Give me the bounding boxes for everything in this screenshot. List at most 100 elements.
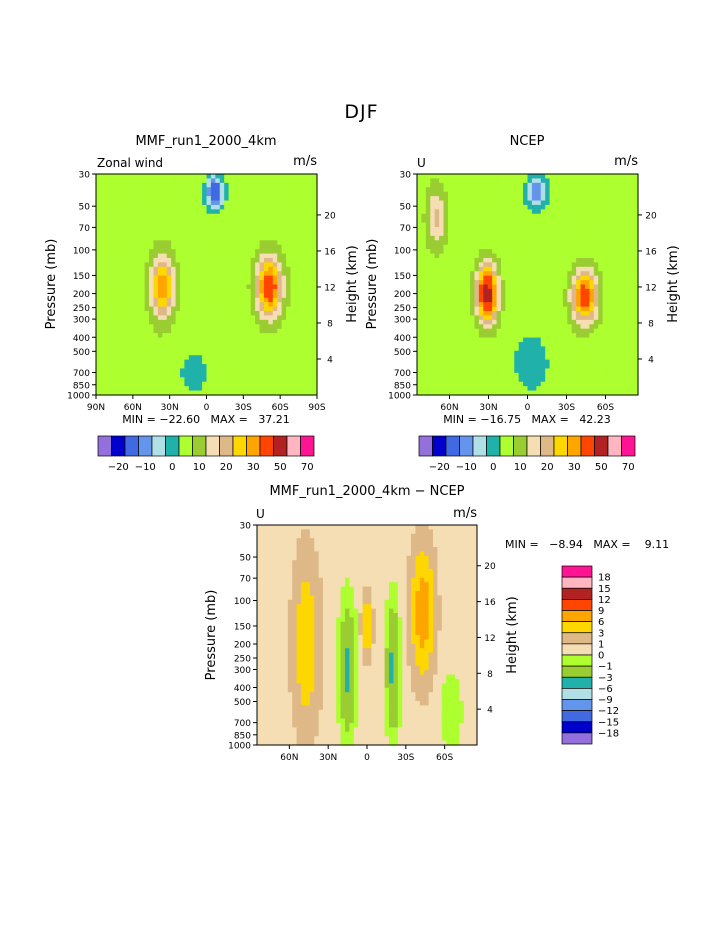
contour-cell <box>607 311 613 317</box>
contour-cell <box>255 359 261 365</box>
contour-cell <box>611 346 617 352</box>
contour-cell <box>562 372 568 378</box>
contour-cell <box>184 222 190 228</box>
contour-cell <box>109 302 115 308</box>
contour-cell <box>263 341 269 347</box>
contour-cell <box>281 235 287 241</box>
contour-cell <box>308 213 314 219</box>
contour-cell <box>620 377 626 383</box>
contour-cell <box>514 218 520 224</box>
contour-cell <box>417 297 423 303</box>
contour-cell <box>224 381 230 387</box>
contour-cell <box>447 196 453 202</box>
contour-cell <box>620 218 626 224</box>
contour-cell <box>611 377 617 383</box>
contour-cell <box>470 346 476 352</box>
contour-cell <box>157 204 163 210</box>
contour-cell <box>443 297 449 303</box>
contour-cell <box>118 390 124 396</box>
contour-cell <box>425 368 431 374</box>
contour-cell <box>496 350 502 356</box>
contour-cell <box>179 315 185 321</box>
contour-cell <box>206 240 212 246</box>
contour-cell <box>461 288 467 294</box>
contour-cell <box>518 328 524 334</box>
contour-cell <box>206 204 212 210</box>
contour-cell <box>593 315 599 321</box>
contour-cell <box>241 341 247 347</box>
contour-cell <box>611 200 617 206</box>
contour-cell <box>104 174 110 180</box>
contour-cell <box>421 231 427 237</box>
contour-cell <box>487 204 493 210</box>
contour-cell <box>277 328 283 334</box>
contour-cell <box>308 372 314 378</box>
contour-cell <box>268 293 274 299</box>
contour-cell <box>228 178 234 184</box>
contour-cell <box>461 213 467 219</box>
contour-cell <box>122 333 128 339</box>
contour-cell <box>144 284 150 290</box>
contour-cell <box>576 187 582 193</box>
contour-cell <box>259 187 265 193</box>
contour-cell <box>250 200 256 206</box>
contour-cell <box>443 306 449 312</box>
contour-cell <box>202 240 208 246</box>
contour-cell <box>259 200 265 206</box>
contour-cell <box>434 297 440 303</box>
contour-cell <box>593 271 599 277</box>
contour-cell <box>179 231 185 237</box>
x-tick-label: 30N <box>161 403 179 413</box>
contour-cell <box>228 341 234 347</box>
contour-cell <box>135 319 141 325</box>
contour-cell <box>505 266 511 272</box>
contour-cell <box>549 196 555 202</box>
contour-cell <box>193 386 199 392</box>
contour-cell <box>443 240 449 246</box>
contour-cell <box>611 328 617 334</box>
contour-cell <box>509 372 515 378</box>
contour-cell <box>126 293 132 299</box>
contour-cell <box>286 213 292 219</box>
contour-cell <box>277 315 283 321</box>
contour-cell <box>294 341 300 347</box>
contour-cell <box>611 187 617 193</box>
contour-cell <box>545 280 551 286</box>
contour-cell <box>228 235 234 241</box>
contour-cell <box>157 280 163 286</box>
contour-cell <box>562 231 568 237</box>
contour-cell <box>299 328 305 334</box>
contour-cell <box>197 355 203 361</box>
contour-cell <box>461 284 467 290</box>
contour-cell <box>554 306 560 312</box>
contour-cell <box>452 262 458 268</box>
contour-cell <box>518 182 524 188</box>
contour-cell <box>607 319 613 325</box>
contour-cell <box>122 324 128 330</box>
contour-cell <box>474 364 480 370</box>
contour-cell <box>425 174 431 180</box>
contour-cell <box>294 306 300 312</box>
contour-cell <box>589 341 595 347</box>
contour-cell <box>241 280 247 286</box>
contour-cell <box>290 293 296 299</box>
contour-cell <box>540 311 546 317</box>
contour-cell <box>602 319 608 325</box>
contour-cell <box>166 372 172 378</box>
contour-cell <box>259 213 265 219</box>
contour-cell <box>580 262 586 268</box>
contour-cell <box>193 182 199 188</box>
contour-cell <box>540 288 546 294</box>
contour-cell <box>425 222 431 228</box>
contour-cell <box>554 200 560 206</box>
contour-cell <box>272 359 278 365</box>
contour-cell <box>496 253 502 259</box>
contour-cell <box>272 284 278 290</box>
contour-cell <box>558 333 564 339</box>
contour-cell <box>188 196 194 202</box>
contour-cell <box>611 262 617 268</box>
contour-cell <box>109 187 115 193</box>
contour-cell <box>447 297 453 303</box>
contour-cell <box>140 204 146 210</box>
contour-cell <box>153 315 159 321</box>
